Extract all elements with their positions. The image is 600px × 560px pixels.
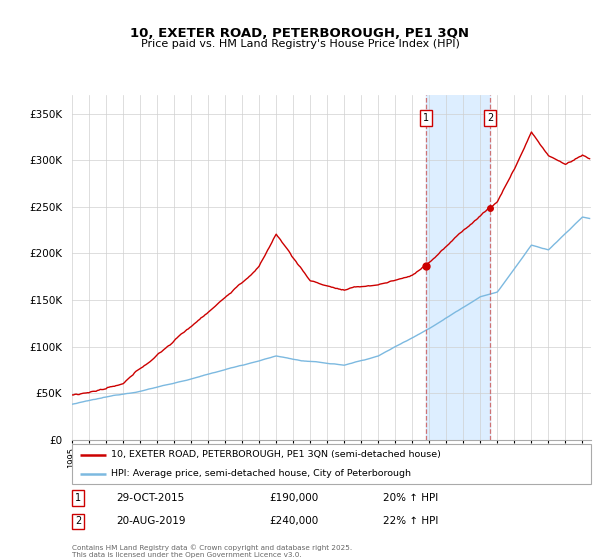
Text: £190,000: £190,000	[269, 493, 319, 503]
Text: 20% ↑ HPI: 20% ↑ HPI	[383, 493, 439, 503]
Text: Price paid vs. HM Land Registry's House Price Index (HPI): Price paid vs. HM Land Registry's House …	[140, 39, 460, 49]
Text: 29-OCT-2015: 29-OCT-2015	[116, 493, 184, 503]
Text: 2: 2	[75, 516, 82, 526]
Text: £240,000: £240,000	[269, 516, 319, 526]
FancyBboxPatch shape	[72, 444, 591, 484]
Text: 10, EXETER ROAD, PETERBOROUGH, PE1 3QN: 10, EXETER ROAD, PETERBOROUGH, PE1 3QN	[131, 27, 470, 40]
Text: HPI: Average price, semi-detached house, City of Peterborough: HPI: Average price, semi-detached house,…	[111, 469, 411, 478]
Bar	[427, 95, 490, 440]
Text: 2: 2	[487, 113, 493, 123]
Text: 1: 1	[424, 113, 430, 123]
Text: 10, EXETER ROAD, PETERBOROUGH, PE1 3QN (semi-detached house): 10, EXETER ROAD, PETERBOROUGH, PE1 3QN (…	[111, 450, 441, 459]
Text: Contains HM Land Registry data © Crown copyright and database right 2025.
This d: Contains HM Land Registry data © Crown c…	[72, 544, 352, 558]
Text: 1: 1	[75, 493, 81, 503]
Text: 20-AUG-2019: 20-AUG-2019	[116, 516, 185, 526]
Text: 22% ↑ HPI: 22% ↑ HPI	[383, 516, 439, 526]
